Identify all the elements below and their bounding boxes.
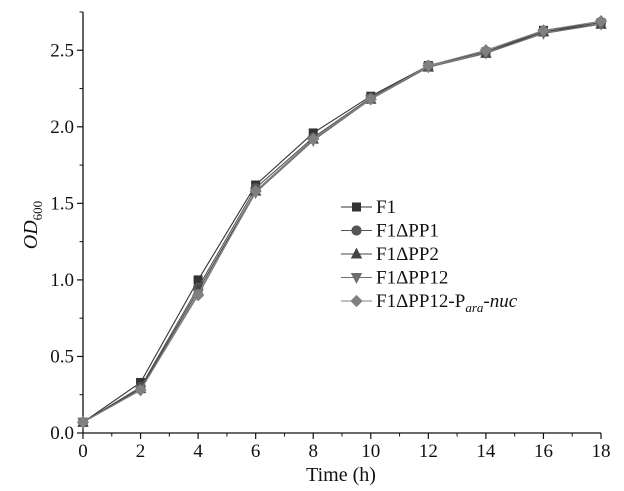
x-tick-label: 14 [476,441,496,462]
x-axis-ticks: 0 2 4 6 8 10 12 14 16 18 [78,433,611,462]
y-tick-label: 2.0 [50,117,74,138]
series-line [82,20,602,423]
data-point [364,93,377,106]
legend-item: F1ΔPP2 [341,244,439,265]
series-3 [77,17,607,427]
legend-label: F1ΔPP1 [376,221,439,242]
legend-label-tail: - [483,291,489,312]
y-axis-ticks: 0.0 0.5 1.0 1.5 2.0 2.5 [50,11,83,444]
legend-label: F1 [376,197,396,218]
x-tick-label: 2 [136,441,146,462]
y-tick-label: 0.5 [50,346,74,367]
legend-label-main: F1ΔPP12-P [376,291,465,312]
y-axis-label-main: OD [20,220,42,249]
data-point [191,289,205,302]
x-tick-label: 0 [78,441,88,462]
legend-marker [350,294,363,308]
x-tick-label: 8 [308,441,318,462]
y-tick-label: 0.0 [50,423,74,444]
legend-marker [351,225,362,236]
data-point [537,24,550,37]
legend-label: F1ΔPP2 [376,244,439,265]
y-tick-label: 1.0 [50,270,74,291]
series-line [82,23,602,423]
data-point [422,59,435,72]
series-5 [76,15,608,429]
y-axis-label: OD600 [20,201,45,249]
legend-label: F1ΔPP12-Para-nuc [376,291,518,315]
data-point [594,15,608,28]
series-2 [77,17,607,428]
series-line [82,23,602,423]
legend-label-italic: nuc [490,291,518,312]
legend-marker [350,247,363,259]
data-point [134,384,147,397]
series-1 [78,18,606,427]
legend-item: F1ΔPP12-Para-nuc [341,291,518,315]
y-axis-label-subscript: 600 [30,201,45,221]
series-line [82,22,602,423]
data-point [76,416,90,429]
x-tick-label: 4 [193,441,203,462]
x-tick-label: 10 [361,441,380,462]
x-axis-label: Time (h) [306,464,376,486]
legend-marker [351,202,361,212]
data-series [76,15,608,429]
plot-axes [82,12,601,434]
series-line [82,22,602,423]
legend-item: F1ΔPP12 [341,268,448,289]
legend-label-subscript: ara [465,300,484,315]
series-4 [77,19,607,429]
x-tick-label: 6 [251,441,261,462]
legend-item: F1 [341,197,396,218]
data-point [479,44,493,57]
legend-label: F1ΔPP12 [376,268,448,289]
data-point [249,184,262,198]
data-point [307,132,320,146]
y-tick-label: 2.5 [50,40,74,61]
legend-item: F1ΔPP1 [341,221,439,242]
x-tick-label: 12 [419,441,438,462]
x-tick-label: 16 [534,441,553,462]
legend-marker [350,272,363,284]
x-tick-label: 18 [592,441,611,462]
y-tick-label: 1.5 [50,193,74,214]
